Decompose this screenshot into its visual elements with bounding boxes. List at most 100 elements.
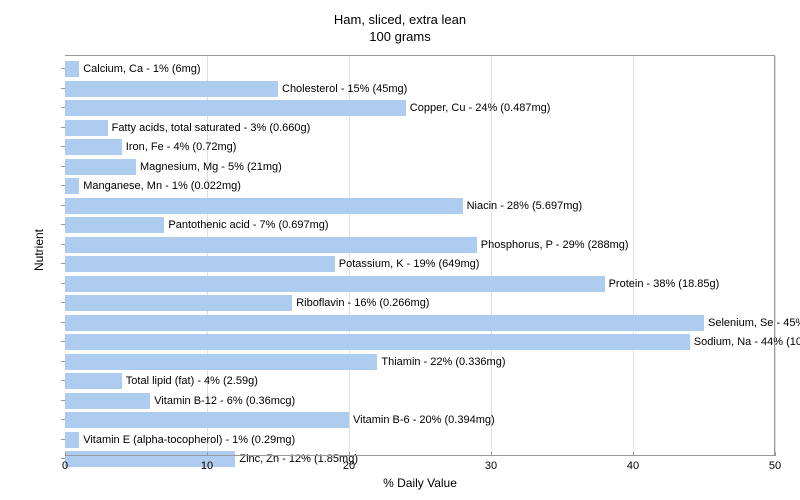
nutrient-bar <box>65 373 122 389</box>
title-line-2: 100 grams <box>369 29 430 44</box>
nutrient-bar-row: Total lipid (fat) - 4% (2.59g) <box>65 371 774 391</box>
nutrient-bar-row: Copper, Cu - 24% (0.487mg) <box>65 98 774 118</box>
nutrient-bar <box>65 237 477 253</box>
y-tick <box>61 68 65 69</box>
y-tick <box>61 205 65 206</box>
nutrient-bar-label: Protein - 38% (18.85g) <box>609 276 720 292</box>
x-tick <box>207 452 208 456</box>
nutrient-bar-row: Manganese, Mn - 1% (0.022mg) <box>65 176 774 196</box>
y-tick <box>61 244 65 245</box>
x-axis-label: % Daily Value <box>383 476 457 490</box>
nutrient-bar-label: Calcium, Ca - 1% (6mg) <box>83 61 200 77</box>
x-tick <box>349 452 350 456</box>
nutrient-bar-row: Vitamin E (alpha-tocopherol) - 1% (0.29m… <box>65 430 774 450</box>
nutrient-bar <box>65 412 349 428</box>
nutrient-bar-row: Magnesium, Mg - 5% (21mg) <box>65 157 774 177</box>
x-tick-label: 40 <box>627 460 639 472</box>
nutrient-bar <box>65 256 335 272</box>
nutrient-bar-row: Phosphorus, P - 29% (288mg) <box>65 235 774 255</box>
nutrient-bar <box>65 159 136 175</box>
x-tick <box>775 452 776 456</box>
nutrient-bar-label: Thiamin - 22% (0.336mg) <box>381 354 505 370</box>
nutrient-bar <box>65 100 406 116</box>
gridline <box>775 56 776 455</box>
nutrient-bar-row: Riboflavin - 16% (0.266mg) <box>65 293 774 313</box>
y-tick <box>61 380 65 381</box>
nutrient-bar <box>65 354 377 370</box>
nutrient-bar-label: Iron, Fe - 4% (0.72mg) <box>126 139 237 155</box>
y-tick <box>61 439 65 440</box>
nutrient-bar-label: Sodium, Na - 44% (1060mg) <box>694 334 800 350</box>
nutrient-bar <box>65 61 79 77</box>
nutrient-bar-row: Calcium, Ca - 1% (6mg) <box>65 59 774 79</box>
nutrient-bar-row: Iron, Fe - 4% (0.72mg) <box>65 137 774 157</box>
nutrient-bar <box>65 295 292 311</box>
nutrient-bar <box>65 81 278 97</box>
nutrient-bar-label: Magnesium, Mg - 5% (21mg) <box>140 159 282 175</box>
bars-container: Calcium, Ca - 1% (6mg) Cholesterol - 15% … <box>65 56 774 455</box>
nutrient-bar-row: Niacin - 28% (5.697mg) <box>65 196 774 216</box>
x-tick-label: 10 <box>201 460 213 472</box>
x-tick-label: 50 <box>769 460 781 472</box>
x-tick <box>491 452 492 456</box>
nutrient-bar-label: Cholesterol - 15% (45mg) <box>282 81 407 97</box>
nutrient-bar-row: Sodium, Na - 44% (1060mg) <box>65 332 774 352</box>
nutrient-bar-row: Pantothenic acid - 7% (0.697mg) <box>65 215 774 235</box>
nutrient-bar-row: Potassium, K - 19% (649mg) <box>65 254 774 274</box>
x-tick-label: 0 <box>62 460 68 472</box>
y-tick <box>61 127 65 128</box>
nutrient-bar-row: Selenium, Se - 45% (31.6mcg) <box>65 313 774 333</box>
chart-title: Ham, sliced, extra lean 100 grams <box>0 0 800 46</box>
y-tick <box>61 166 65 167</box>
nutrient-bar <box>65 217 164 233</box>
x-tick-label: 20 <box>343 460 355 472</box>
x-tick <box>65 452 66 456</box>
y-tick <box>61 146 65 147</box>
nutrient-bar-row: Cholesterol - 15% (45mg) <box>65 79 774 99</box>
y-tick <box>61 322 65 323</box>
nutrient-bar-row: Protein - 38% (18.85g) <box>65 274 774 294</box>
nutrient-bar <box>65 178 79 194</box>
y-tick <box>61 283 65 284</box>
y-tick <box>61 400 65 401</box>
nutrient-bar-label: Selenium, Se - 45% (31.6mcg) <box>708 315 800 331</box>
nutrient-bar-label: Vitamin E (alpha-tocopherol) - 1% (0.29m… <box>83 432 295 448</box>
y-tick <box>61 224 65 225</box>
nutrient-bar-row: Thiamin - 22% (0.336mg) <box>65 352 774 372</box>
y-tick <box>61 341 65 342</box>
y-tick <box>61 361 65 362</box>
nutrient-bar-label: Copper, Cu - 24% (0.487mg) <box>410 100 551 116</box>
nutrient-bar <box>65 139 122 155</box>
x-axis: % Daily Value 01020304050 <box>65 455 775 485</box>
nutrient-bar-label: Manganese, Mn - 1% (0.022mg) <box>83 178 241 194</box>
nutrient-bar-label: Riboflavin - 16% (0.266mg) <box>296 295 429 311</box>
nutrient-bar <box>65 393 150 409</box>
nutrient-bar <box>65 315 704 331</box>
y-tick <box>61 419 65 420</box>
nutrient-bar-label: Pantothenic acid - 7% (0.697mg) <box>168 217 328 233</box>
chart-plot-area: Calcium, Ca - 1% (6mg) Cholesterol - 15% … <box>65 55 775 455</box>
nutrient-bar-label: Total lipid (fat) - 4% (2.59g) <box>126 373 258 389</box>
nutrient-bar-row: Fatty acids, total saturated - 3% (0.660… <box>65 118 774 138</box>
nutrient-bar <box>65 276 605 292</box>
y-tick <box>61 263 65 264</box>
y-tick <box>61 185 65 186</box>
y-axis-label: Nutrient <box>32 229 46 271</box>
y-tick <box>61 107 65 108</box>
y-tick <box>61 88 65 89</box>
nutrient-bar-label: Vitamin B-6 - 20% (0.394mg) <box>353 412 495 428</box>
nutrient-bar-label: Fatty acids, total saturated - 3% (0.660… <box>112 120 311 136</box>
nutrient-bar-row: Vitamin B-12 - 6% (0.36mcg) <box>65 391 774 411</box>
nutrient-bar <box>65 198 463 214</box>
y-tick <box>61 302 65 303</box>
nutrient-bar-label: Phosphorus, P - 29% (288mg) <box>481 237 629 253</box>
nutrient-bar-label: Niacin - 28% (5.697mg) <box>467 198 583 214</box>
nutrient-bar <box>65 432 79 448</box>
x-tick-label: 30 <box>485 460 497 472</box>
nutrient-bar <box>65 120 108 136</box>
nutrient-bar-label: Potassium, K - 19% (649mg) <box>339 256 480 272</box>
title-line-1: Ham, sliced, extra lean <box>334 12 466 27</box>
nutrient-bar <box>65 334 690 350</box>
x-tick <box>633 452 634 456</box>
nutrient-bar-label: Vitamin B-12 - 6% (0.36mcg) <box>154 393 295 409</box>
